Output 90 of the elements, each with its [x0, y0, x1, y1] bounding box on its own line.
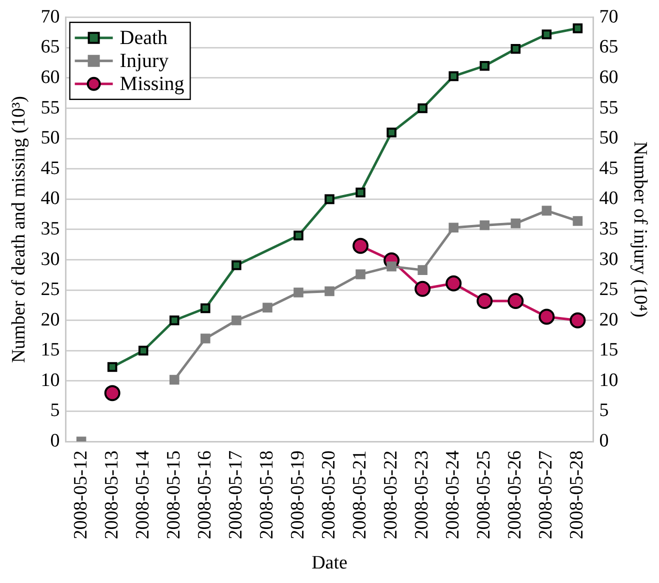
y-tick-label: 0	[50, 430, 60, 452]
point	[446, 275, 462, 292]
point	[104, 385, 120, 402]
y-tick-label: 25	[40, 279, 60, 300]
x-tick-label: 2008-05-28	[566, 450, 588, 540]
point	[386, 262, 396, 272]
y2-tick-label: 0	[599, 430, 609, 452]
y-tick-label: 60	[40, 66, 60, 88]
point	[200, 334, 210, 344]
x-tick-label: 2008-05-18	[256, 450, 278, 540]
y-tick-label: 15	[40, 340, 60, 361]
y2-axis-title: Number of injury (10⁴)	[630, 141, 651, 318]
point	[448, 222, 458, 233]
point	[510, 44, 521, 54]
point	[480, 220, 490, 230]
point	[352, 238, 369, 254]
point	[232, 315, 242, 326]
y-tick-label: 30	[40, 248, 60, 270]
point	[356, 269, 366, 280]
x-tick-label: 2008-05-25	[474, 450, 495, 540]
point	[572, 23, 583, 34]
point	[418, 265, 428, 275]
y2-tick-label: 45	[599, 158, 618, 179]
y-tick-label: 10	[40, 370, 60, 391]
point	[294, 288, 304, 298]
point	[510, 218, 521, 228]
y-tick-label: 35	[40, 218, 60, 240]
point	[169, 315, 180, 326]
y2-tick-label: 60	[599, 66, 618, 88]
x-tick-label: 2008-05-14	[132, 450, 154, 540]
y2-tick-label: 20	[599, 309, 618, 330]
legend-label: Death	[120, 27, 168, 50]
y-tick-label: 55	[40, 97, 60, 118]
point	[200, 303, 210, 314]
y-tick-label: 65	[40, 36, 60, 58]
point	[418, 103, 428, 114]
x-axis-title: Date	[312, 552, 348, 574]
y-tick-label: 5	[50, 400, 60, 422]
x-tick-label: 2008-05-22	[380, 450, 402, 540]
y-tick-label: 20	[40, 309, 60, 330]
point	[448, 71, 458, 82]
point	[356, 188, 366, 198]
y2-tick-label: 35	[599, 218, 618, 240]
y-tick-label: 70	[40, 6, 60, 28]
x-tick-label: 2008-05-27	[536, 450, 557, 540]
x-tick-label: 2008-05-15	[163, 450, 184, 540]
point	[542, 206, 552, 216]
y2-tick-label: 65	[599, 36, 618, 58]
point	[138, 346, 148, 356]
x-tick-label: 2008-05-24	[442, 450, 464, 540]
y2-tick-label: 30	[599, 248, 618, 270]
y2-tick-label: 55	[599, 97, 618, 118]
x-tick-label: 2008-05-13	[101, 450, 122, 540]
x-tick-label: 2008-05-16	[194, 450, 216, 540]
point	[262, 302, 272, 313]
x-tick-label: 2008-05-17	[225, 450, 246, 540]
point	[508, 292, 524, 309]
legend-label: Injury	[120, 50, 169, 72]
point	[232, 260, 242, 270]
point	[324, 194, 334, 204]
point	[572, 216, 583, 226]
y-tick-label: 45	[40, 158, 60, 179]
y2-tick-label: 5	[599, 400, 609, 422]
y-tick-label: 50	[40, 128, 60, 149]
x-tick-label: 2008-05-23	[412, 450, 433, 540]
point	[476, 292, 493, 309]
y2-tick-label: 50	[599, 128, 618, 149]
x-tick-label: 2008-05-19	[287, 450, 308, 540]
y-axis-title: Number of death and missing (10³)	[8, 96, 30, 363]
y2-tick-label: 70	[599, 6, 618, 28]
x-tick-label: 2008-05-12	[70, 450, 92, 540]
y2-tick-label: 40	[599, 188, 618, 210]
point	[538, 308, 555, 325]
y2-tick-label: 25	[599, 279, 618, 300]
point	[324, 286, 334, 296]
x-tick-label: 2008-05-20	[318, 450, 340, 540]
point	[480, 60, 490, 71]
point	[570, 312, 586, 328]
point	[294, 230, 304, 240]
x-tick-label: 2008-05-26	[504, 450, 526, 540]
legend-label: Missing	[120, 73, 184, 96]
point	[386, 128, 396, 138]
point	[542, 29, 552, 40]
point	[169, 374, 180, 385]
y-tick-label: 40	[40, 188, 60, 210]
point	[414, 280, 431, 297]
y2-tick-label: 15	[599, 340, 618, 361]
x-tick-label: 2008-05-21	[350, 450, 371, 540]
y2-tick-label: 10	[599, 370, 618, 391]
point	[107, 362, 118, 372]
